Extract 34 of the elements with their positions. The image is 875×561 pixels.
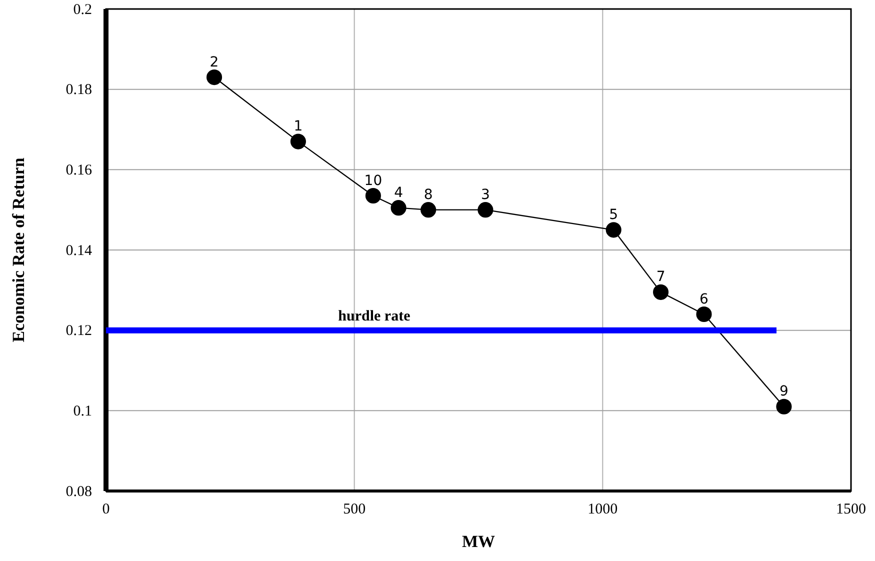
y-tick-label: 0.1 — [73, 403, 92, 420]
x-tick-label: 500 — [343, 502, 366, 518]
point — [653, 284, 669, 300]
point — [478, 202, 494, 218]
annotation: 5 — [609, 206, 618, 223]
point — [390, 200, 406, 216]
point — [696, 306, 712, 322]
annotation: 8 — [424, 186, 433, 203]
annotation: 3 — [480, 186, 490, 203]
y-tick-label: 0.2 — [73, 2, 92, 18]
x-axis-title: MW — [462, 532, 496, 551]
y-tick-label: 0.12 — [66, 323, 92, 340]
y-tick-label: 0.14 — [66, 242, 92, 259]
point — [290, 134, 306, 150]
annotation: 2 — [210, 54, 219, 70]
annotation: 7 — [656, 269, 666, 286]
x-tick-label: 0 — [102, 502, 110, 518]
y-axis-title: Economic Rate of Return — [9, 157, 28, 342]
x-tick-label: 1500 — [836, 502, 866, 518]
point — [420, 202, 436, 218]
y-tick-label: 0.08 — [66, 484, 92, 500]
y-tick-label: 0.18 — [66, 82, 92, 98]
point — [606, 222, 622, 238]
annotation: 9 — [779, 384, 788, 400]
annotation: 6 — [700, 291, 709, 308]
annotation: 1 — [294, 118, 303, 135]
x-tick-label: 1000 — [588, 502, 618, 518]
point — [365, 188, 381, 204]
y-tick-label: 0.16 — [66, 162, 92, 178]
point — [206, 70, 222, 86]
point — [776, 398, 792, 414]
annotation: 4 — [394, 184, 404, 201]
annotation: 10 — [364, 172, 382, 189]
series-label: hurdle rate — [338, 308, 411, 324]
